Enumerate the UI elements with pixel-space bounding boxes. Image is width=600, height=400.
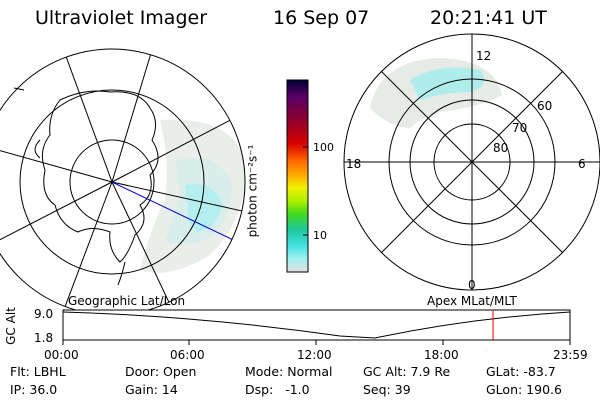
x-tick-1800: 18:00: [424, 348, 459, 362]
mlt-label-6: 6: [578, 157, 586, 171]
instrument-title: Ultraviolet Imager: [35, 7, 208, 29]
mlt-label-18: 18: [346, 157, 362, 171]
x-tick-0000: 00:00: [44, 348, 79, 362]
antarctica-outline: [41, 90, 159, 263]
mlt-label-0: 0: [468, 278, 476, 292]
colorbar-tick-100: 100: [313, 141, 334, 154]
altitude-ymax: 9.0: [34, 307, 54, 321]
apex-map: [343, 33, 600, 291]
altitude-curve: [62, 311, 571, 339]
mlat-label-70: 70: [512, 121, 528, 135]
x-tick-2359: 23:59: [553, 348, 588, 362]
info-mode: Mode: Normal: [245, 364, 333, 379]
altitude-plot: [62, 309, 571, 345]
info-flt: Flt: LBHL: [10, 364, 66, 379]
colorbar-units: photon cm⁻²s⁻¹: [245, 144, 260, 238]
altitude-ylabel: GC Alt: [3, 307, 18, 345]
info-door: Door: Open: [125, 364, 197, 379]
sub-satellite-track: [111, 181, 245, 249]
info-seq: Seq: 39: [363, 382, 411, 397]
apex-map-label: Apex MLat/MLT: [427, 294, 517, 308]
x-tick-1200: 12:00: [297, 348, 332, 362]
date-label: 16 Sep 07: [273, 7, 370, 29]
mlt-label-12: 12: [476, 49, 492, 63]
time-label: 20:21:41 UT: [430, 7, 547, 29]
geo-map-label: Geographic Lat/Lon: [68, 294, 186, 308]
colorbar: [286, 79, 309, 273]
mlat-label-60: 60: [537, 99, 553, 113]
info-glat: GLat: -83.7: [486, 364, 556, 379]
x-tick-0600: 06:00: [170, 348, 205, 362]
altitude-ymin: 1.8: [34, 331, 54, 345]
mlat-label-80: 80: [493, 141, 509, 155]
geo-aurora-emission: [140, 119, 245, 273]
info-glon: GLon: 190.6: [486, 382, 562, 397]
colorbar-tick-10: 10: [313, 229, 327, 242]
geographic-map: [0, 49, 245, 315]
info-gc-alt: GC Alt: 7.9 Re: [363, 364, 451, 379]
info-dsp: Dsp: -1.0: [245, 382, 310, 397]
info-ip: IP: 36.0: [10, 382, 58, 397]
info-gain: Gain: 14: [125, 382, 178, 397]
